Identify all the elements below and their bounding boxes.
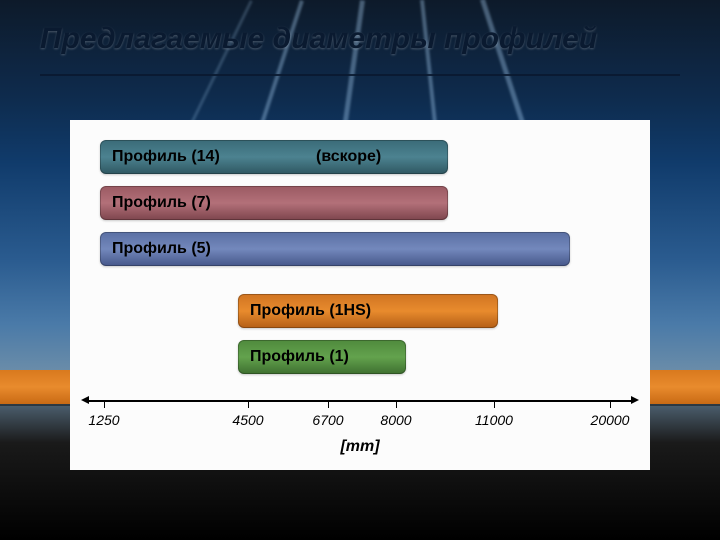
range-bar-chart: Профиль (14) (вскоре) Профиль (7) Профиль (… [70,120,650,470]
axis-tick-label: 4500 [232,412,263,428]
title-rule [40,74,680,76]
bar-profile-1hs: Профиль (1HS) [238,294,498,328]
axis-tick-label: 6700 [312,412,343,428]
bar-label: Профиль (7) [100,194,211,212]
axis-tick-label: 8000 [380,412,411,428]
bar-profile-14: Профиль (14) (вскоре) [100,140,448,174]
bar-profile-1: Профиль (1) [238,340,406,374]
bar-label: Профиль (1) [238,348,349,366]
axis-tick [396,400,397,408]
axis-arrow [81,396,89,404]
bar-profile-5: Профиль (5) [100,232,570,266]
axis-tick-label: 1250 [88,412,119,428]
slide: Предлагаемые диаметры профилей Профиль (… [0,0,720,540]
x-axis [88,400,632,402]
axis-tick [104,400,105,408]
axis-tick [248,400,249,408]
axis-tick [610,400,611,408]
bar-label: Профиль (5) [100,240,211,258]
axis-title: [mm] [70,438,650,456]
chart-panel: Профиль (14) (вскоре) Профиль (7) Профиль (… [70,120,650,470]
bar-label: Профиль (14) [100,148,220,166]
axis-tick-label: 20000 [591,412,630,428]
axis-arrow [631,396,639,404]
bar-extra-label: (вскоре) [316,148,381,166]
page-title: Предлагаемые диаметры профилей [40,22,680,56]
axis-tick-label: 11000 [475,412,513,428]
axis-tick [494,400,495,408]
bar-label: Профиль (1HS) [238,302,371,320]
axis-tick [328,400,329,408]
bar-profile-7: Профиль (7) [100,186,448,220]
